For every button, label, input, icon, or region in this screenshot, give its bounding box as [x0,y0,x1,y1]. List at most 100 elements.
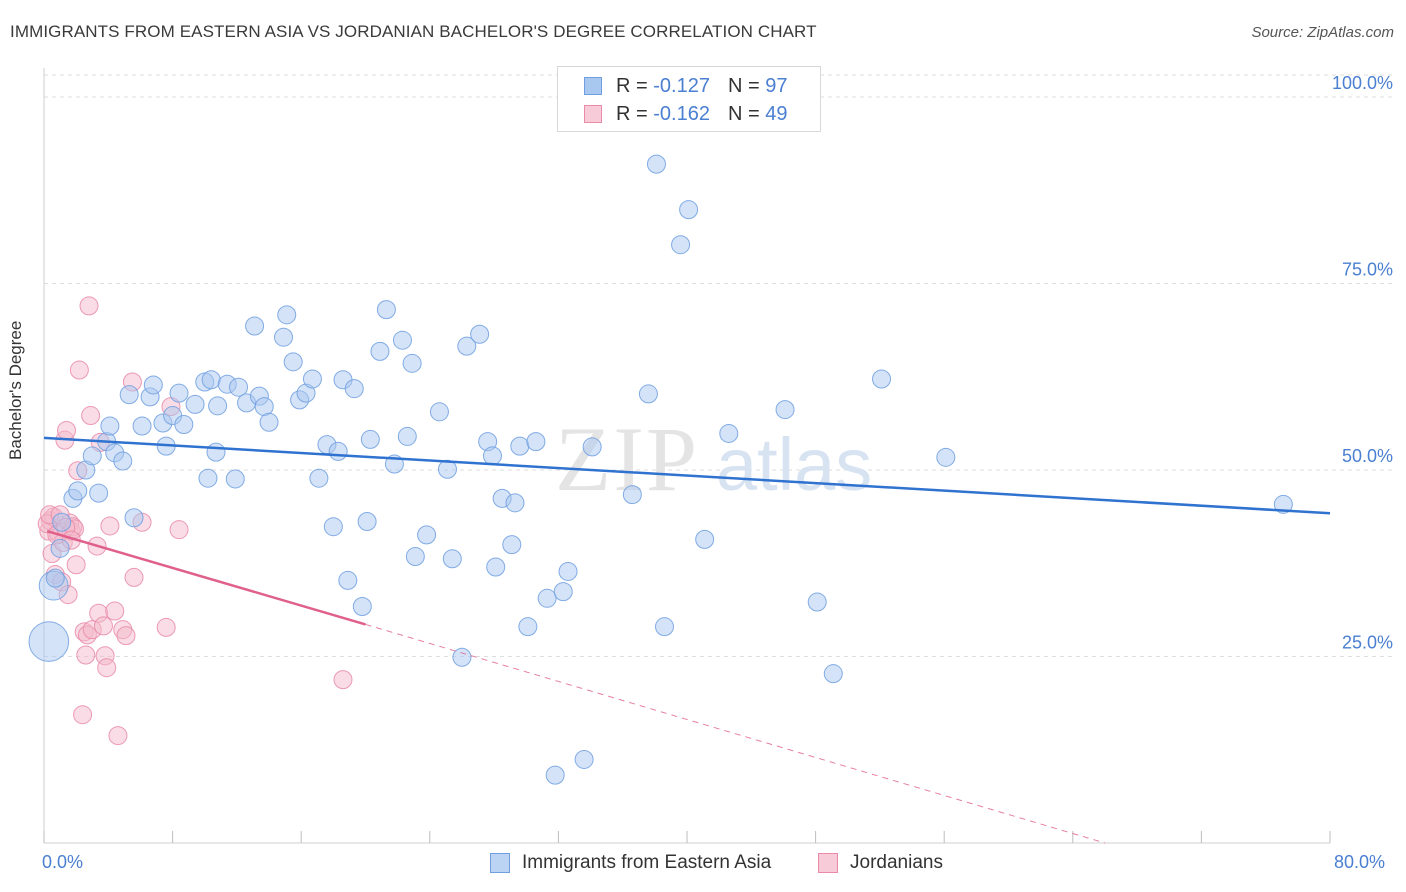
blue-point [1273,494,1293,514]
pink-point [97,658,117,678]
blue-point [417,525,437,545]
blue-point [638,384,658,404]
blue-point [323,517,343,537]
blue-point [823,664,843,684]
blue-point [486,557,506,577]
trend-line-eastern-asia [43,436,1331,515]
blue-point [807,592,827,612]
y-tick-label: 100.0% [1332,73,1393,93]
blue-point [132,416,152,436]
blue-point [775,400,795,420]
blue-point [376,300,396,320]
legend-label: Jordanians [850,852,943,873]
blue-point [502,535,522,555]
blue-point [174,414,194,434]
blue-point [302,369,322,389]
stats-legend-row-pink: R = -0.162 N = 49 [584,101,787,127]
legend-item-jordanians[interactable]: Jordanians [818,852,943,874]
blue-point [437,459,457,479]
blue-point [185,394,205,414]
blue-point [208,396,228,416]
blue-point [936,447,956,467]
blue-point [68,481,88,501]
x-tick-label-max: 80.0% [1334,852,1386,872]
pink-point [116,626,136,646]
r-value: -0.162 [653,102,710,125]
blue-point [360,429,380,449]
blue-point [206,442,226,462]
blue-point [274,327,294,347]
source-label: Source: ZipAtlas.com [1251,24,1394,41]
eastern-asia-points [28,154,1293,785]
blue-point [518,617,538,637]
blue-point [679,200,699,220]
blue-point [402,353,422,373]
blue-point [245,316,265,336]
grid-lines [44,74,1393,657]
r-label: R = [616,74,648,97]
y-axis-label: Bachelor's Degree [6,320,25,460]
jordanians-points [37,296,353,746]
blue-point [283,352,303,372]
blue-point [344,379,364,399]
pink-point [108,726,128,746]
blue-point [50,538,70,558]
chart-title: IMMIGRANTS FROM EASTERN ASIA VS JORDANIA… [10,22,817,41]
blue-point [392,330,412,350]
pink-point [169,520,189,540]
r-value: -0.127 [653,74,710,97]
legend-label: Immigrants from Eastern Asia [522,852,772,873]
pink-point [124,567,144,587]
pink-point [81,406,101,426]
blue-point [482,446,502,466]
n-value: 49 [765,102,788,125]
blue-point [82,446,102,466]
r-label: R = [616,102,648,125]
blue-point [470,324,490,344]
blue-point [505,493,525,513]
blue-point [405,547,425,567]
pink-point [79,296,99,316]
blue-swatch [584,77,602,95]
stats-legend: R = -0.127 N = 97 R = -0.162 N = 49 [557,66,821,132]
blue-point [124,508,144,528]
legend-item-eastern-asia[interactable]: Immigrants from Eastern Asia [490,852,771,874]
blue-point [429,402,449,422]
stats-legend-row-blue: R = -0.127 N = 97 [584,73,787,99]
blue-point [558,561,578,581]
legend-swatch-pink [818,853,838,873]
pink-point [73,705,93,725]
blue-point [201,370,221,390]
blue-point [259,412,279,432]
blue-point [397,426,417,446]
blue-point [872,369,892,389]
blue-point [198,468,218,488]
pink-point [105,601,125,621]
blue-point [309,468,329,488]
n-value: 97 [765,74,788,97]
pink-swatch [584,105,602,123]
pink-point [57,420,77,440]
y-tick-label: 25.0% [1342,633,1393,653]
blue-point [553,582,573,602]
blue-point [352,597,372,617]
n-label: N = [727,102,760,125]
axes [43,68,1331,844]
blue-point [113,451,133,471]
legend-swatch-blue [490,853,510,873]
watermark-atlas: atlas [716,423,872,506]
pink-point [76,645,96,665]
blue-point [277,305,297,325]
blue-point [695,529,715,549]
blue-point [452,647,472,667]
blue-point [622,485,642,505]
pink-point [333,670,353,690]
blue-point [537,588,557,608]
blue-point [646,154,666,174]
trend-line-jordanians-extrapolated [365,623,1106,844]
blue-point [457,336,477,356]
blue-point [328,441,348,461]
watermark: ZIP atlas [555,408,872,510]
blue-point [225,469,245,489]
n-label: N = [727,74,760,97]
